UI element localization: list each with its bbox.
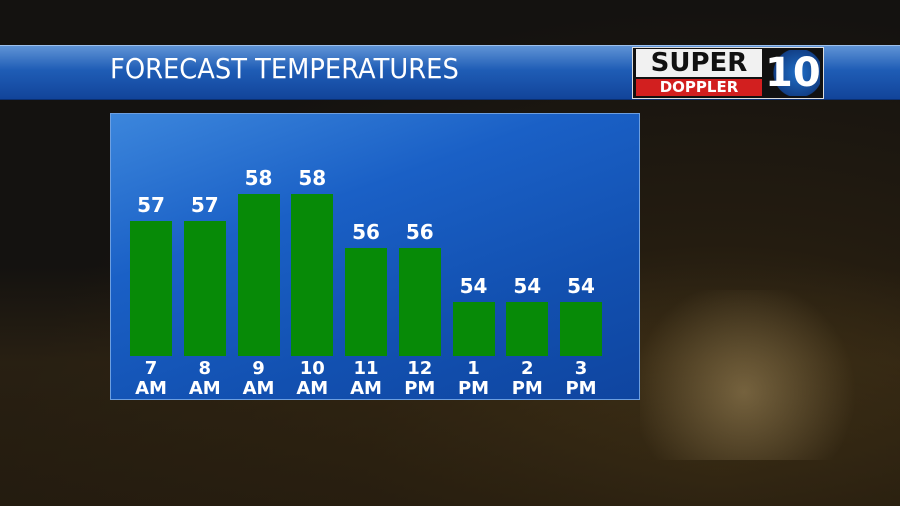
value-label: 54 — [459, 274, 488, 298]
value-label: 56 — [405, 220, 434, 244]
value-label: 54 — [513, 274, 542, 298]
bar — [345, 248, 387, 356]
x-tick-label: 10 AM — [296, 358, 329, 399]
x-tick-label: 3 PM — [565, 358, 597, 399]
bar — [183, 221, 226, 356]
value-label: 57 — [190, 193, 219, 217]
chart-title: FORECAST TEMPERATURES — [110, 52, 459, 85]
x-tick-label: 11 AM — [350, 358, 382, 399]
logo-text: SUPER — [636, 49, 762, 77]
logo: SUPER DOPPLER 10 — [632, 47, 824, 99]
x-tick-label: 8 AM — [188, 358, 221, 399]
x-tick-label: 9 AM — [242, 358, 275, 399]
x-tick-label: 2 PM — [511, 358, 543, 399]
bar — [398, 248, 441, 356]
x-tick-label: 7 AM — [135, 358, 167, 399]
x-tick-label: 12 PM — [404, 358, 436, 399]
bar — [506, 302, 549, 356]
x-tick-label: 1 PM — [457, 358, 490, 399]
bar — [291, 194, 334, 356]
bar — [237, 194, 280, 356]
value-label: 57 — [137, 193, 165, 217]
value-label: 56 — [352, 220, 380, 244]
bar — [560, 302, 602, 356]
bar — [130, 221, 172, 356]
value-label: 58 — [244, 166, 273, 190]
value-label: 58 — [298, 166, 327, 190]
background-lights — [640, 290, 900, 460]
logo-number: 10 — [765, 50, 821, 96]
bar — [452, 302, 495, 356]
logo-text: DOPPLER — [636, 79, 762, 96]
value-label: 54 — [567, 274, 595, 298]
